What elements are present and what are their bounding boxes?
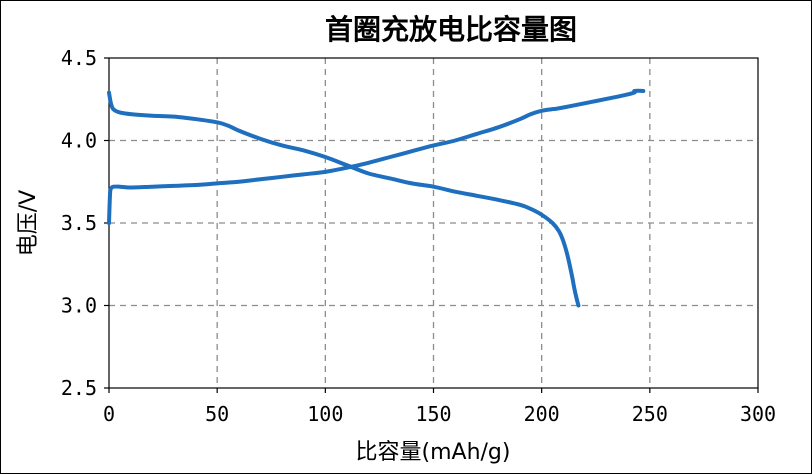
y-tick-label: 2.5: [61, 376, 97, 400]
grid-layer: [109, 58, 758, 388]
x-tick-label: 0: [103, 402, 115, 426]
x-tick-label: 150: [415, 402, 451, 426]
chart-title: 首圈充放电比容量图: [325, 13, 577, 46]
x-tick-label: 250: [632, 402, 668, 426]
y-tick-label: 4.5: [61, 46, 97, 70]
x-tick-label: 100: [307, 402, 343, 426]
discharge-curve: [107, 90, 581, 308]
x-tick-label: 300: [740, 402, 776, 426]
y-tick-label: 3.0: [61, 294, 97, 318]
charge-curve: [107, 88, 646, 225]
x-tick-label: 200: [524, 402, 560, 426]
series-layer: [107, 88, 646, 308]
tick-layer: 0 50 100 150 200 250 300 2.5 3.0 3.5 4.0 4.5: [61, 46, 776, 426]
y-axis-label: 电压/V: [16, 190, 41, 256]
y-tick-label: 3.5: [61, 211, 97, 235]
x-axis-label: 比容量(mAh/g): [356, 440, 511, 465]
x-tick-label: 50: [205, 402, 229, 426]
y-tick-label: 4.0: [61, 129, 97, 153]
